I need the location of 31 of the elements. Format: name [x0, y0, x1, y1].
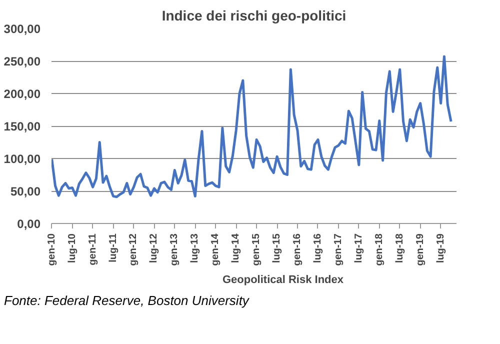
- y-tick-label: 250,00: [4, 54, 41, 68]
- x-tick-label: lug-18: [394, 233, 406, 263]
- y-tick-label: 200,00: [4, 87, 41, 101]
- x-tick-label: gen-19: [414, 233, 426, 266]
- x-tick-label: gen-18: [374, 233, 385, 266]
- y-tick-label: 0,00: [17, 217, 41, 231]
- x-tick-label: lug-12: [148, 233, 160, 263]
- x-tick-label: lug-10: [66, 233, 78, 263]
- y-tick-label: 100,00: [4, 152, 41, 166]
- y-tick-label: 50,00: [10, 184, 41, 198]
- x-tick-label: lug-14: [230, 233, 242, 263]
- x-tick-label: lug-11: [108, 233, 119, 262]
- x-tick-label: gen-10: [46, 233, 58, 266]
- x-tick-label: gen-14: [210, 233, 222, 266]
- y-tick-label: 300,00: [4, 22, 41, 36]
- x-tick-label: lug-13: [190, 233, 201, 263]
- text: Geopolitical Risk Index: [222, 274, 344, 286]
- x-tick-label: lug-15: [272, 233, 283, 263]
- x-tick-label: gen-15: [251, 233, 262, 266]
- x-tick-label: gen-12: [128, 233, 140, 266]
- x-tick-label: gen-16: [292, 233, 304, 266]
- x-tick-label: lug-19: [435, 233, 446, 263]
- chart-title: Indice dei rischi geo-politici: [162, 8, 346, 24]
- y-tick-label: 150,00: [4, 120, 41, 134]
- x-tick-label: gen-11: [87, 233, 98, 266]
- x-tick-label: gen-17: [332, 233, 344, 266]
- line-series: [52, 55, 452, 198]
- x-tick-label: lug-16: [312, 233, 324, 263]
- x-tick-label: lug-17: [353, 233, 364, 263]
- x-tick-label: gen-13: [169, 233, 180, 266]
- source-note: Fonte: Federal Reserve, Boston University: [4, 292, 249, 310]
